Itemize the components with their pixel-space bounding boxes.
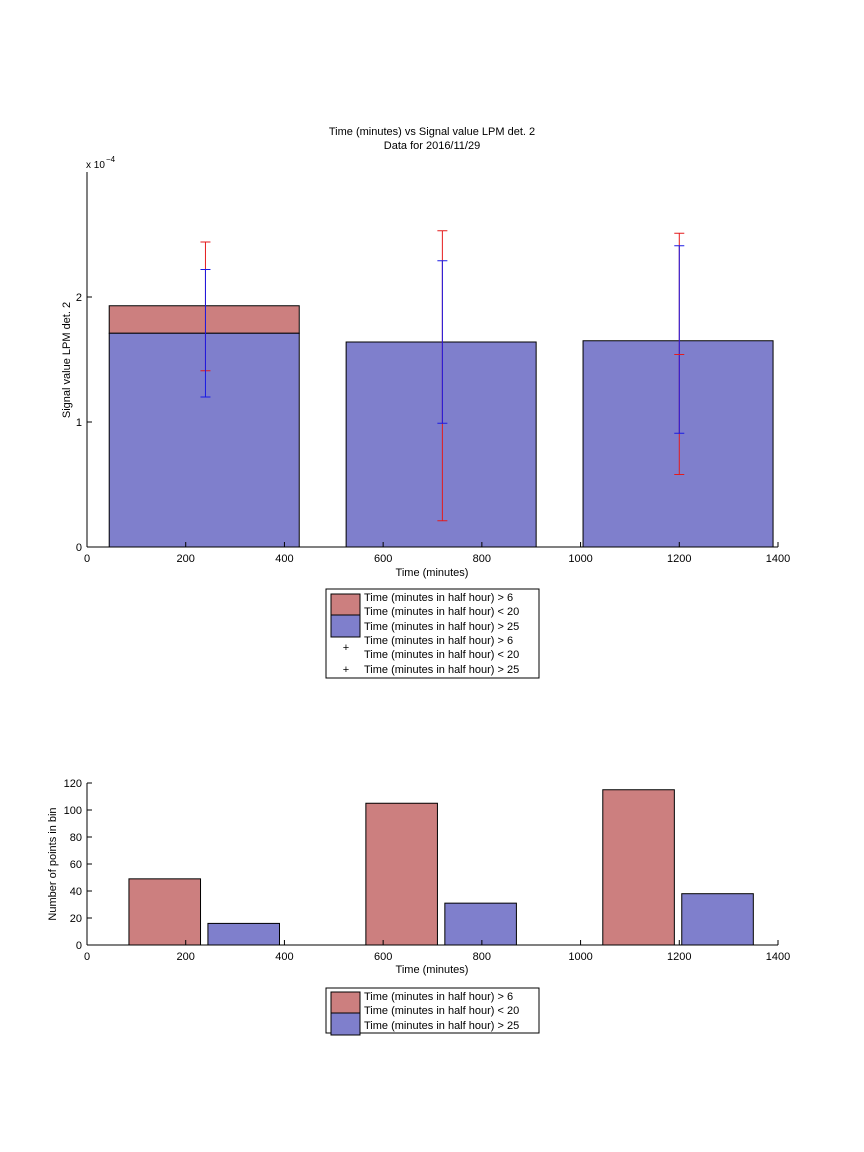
y-exponent-power: −4: [106, 155, 116, 164]
bottom-xlabel: Time (minutes): [396, 964, 469, 976]
count-bar-a: [602, 789, 675, 946]
x-tick-label: 1200: [667, 951, 691, 963]
legend-marker-b: +: [343, 664, 349, 676]
bottom-legend-swatch-b: [330, 1012, 361, 1036]
y-tick-label: 2: [76, 292, 82, 304]
top-legend-label-5: Time (minutes in half hour) < 20: [364, 649, 519, 661]
y-tick-label: 0: [76, 940, 82, 952]
x-tick-label: 1000: [568, 553, 592, 565]
bottom-legend: Time (minutes in half hour) > 6 Time (mi…: [325, 987, 540, 1036]
x-tick-label: 400: [275, 553, 293, 565]
x-tick-label: 400: [275, 951, 293, 963]
x-tick-label: 800: [473, 951, 491, 963]
x-tick-label: 600: [374, 553, 392, 565]
x-tick-label: 1400: [766, 951, 790, 963]
chart-title: Time (minutes) vs Signal value LPM det. …: [329, 126, 535, 138]
bar-series-b: [108, 332, 300, 548]
top-legend-label-3: Time (minutes in half hour) > 25: [364, 621, 519, 633]
y-tick-label: 20: [70, 913, 82, 925]
top-plot-area: [108, 230, 774, 548]
count-bar-b: [681, 893, 754, 946]
x-tick-label: 1000: [568, 951, 592, 963]
bottom-legend-swatch-a: [330, 991, 361, 1015]
top-xlabel: Time (minutes): [396, 567, 469, 579]
count-bar-a: [365, 802, 438, 946]
bottom-axes: 0 200 400 600 800 1000 1200 1400 0 20 40 60 80 100 120: [64, 778, 791, 963]
legend-marker-a: +: [343, 642, 349, 654]
chart-subtitle: Data for 2016/11/29: [384, 140, 480, 152]
x-tick-label: 0: [84, 553, 90, 565]
bottom-legend-label-2: Time (minutes in half hour) < 20: [364, 1005, 519, 1017]
top-legend-label-6: Time (minutes in half hour) > 25: [364, 664, 519, 676]
bar-series-a: [108, 305, 300, 334]
bottom-ylabel: Number of points in bin: [47, 807, 59, 920]
count-bar-a: [128, 878, 202, 946]
top-legend-label-4: Time (minutes in half hour) > 6: [364, 635, 513, 647]
x-tick-label: 800: [473, 553, 491, 565]
top-axes: 0 200 400 600 800 1000 1200 1400 0 1 2: [76, 172, 790, 565]
y-tick-label: 80: [70, 832, 82, 844]
y-tick-label: 120: [64, 778, 82, 790]
bottom-legend-label-3: Time (minutes in half hour) > 25: [364, 1020, 519, 1032]
count-bar-b: [444, 902, 517, 946]
top-legend-label-1: Time (minutes in half hour) > 6: [364, 592, 513, 604]
x-tick-label: 1200: [667, 553, 691, 565]
y-tick-label: 0: [76, 542, 82, 554]
bottom-legend-box: [325, 987, 540, 1034]
top-legend-box: [325, 588, 540, 679]
y-tick-label: 100: [64, 805, 82, 817]
y-exponent: x 10 −4: [86, 155, 116, 171]
bar-series-b: [345, 341, 537, 548]
legend-swatch-b: [330, 614, 361, 638]
x-tick-label: 200: [177, 553, 195, 565]
legend-swatch-a: [330, 593, 361, 617]
bottom-plot-area: [128, 789, 754, 946]
top-ylabel: Signal value LPM det. 2: [61, 302, 73, 418]
y-tick-label: 60: [70, 859, 82, 871]
x-tick-label: 0: [84, 951, 90, 963]
y-tick-label: 1: [76, 417, 82, 429]
bar-series-b: [582, 340, 774, 548]
y-tick-label: 40: [70, 886, 82, 898]
top-legend-label-2: Time (minutes in half hour) < 20: [364, 606, 519, 618]
bottom-legend-label-1: Time (minutes in half hour) > 6: [364, 991, 513, 1003]
count-bar-b: [207, 922, 280, 946]
x-tick-label: 1400: [766, 553, 790, 565]
top-legend: + + Time (minutes in half hour) > 6 Time…: [325, 588, 540, 679]
x-tick-label: 200: [177, 951, 195, 963]
x-tick-label: 600: [374, 951, 392, 963]
y-exponent-base: x 10: [86, 160, 105, 171]
